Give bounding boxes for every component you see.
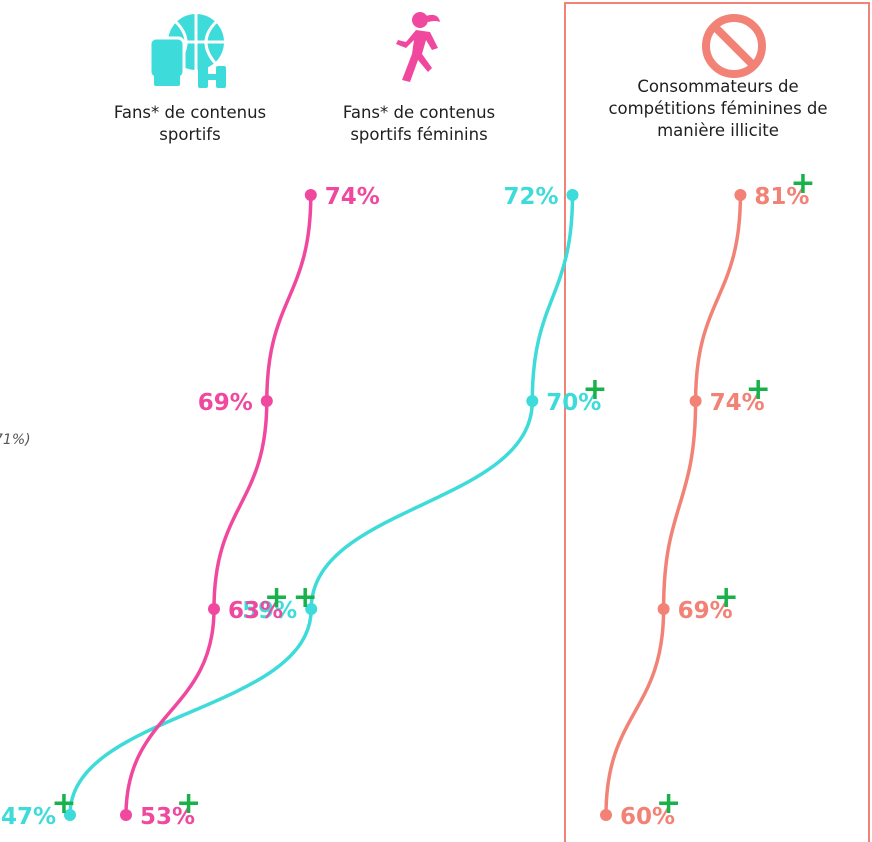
data-point (305, 603, 318, 615)
significance-plus-icon: + (714, 580, 739, 615)
data-point (304, 189, 317, 201)
data-point (64, 809, 76, 821)
data-point (734, 189, 747, 201)
significance-plus-icon: + (293, 580, 318, 615)
data-label: 53% (140, 804, 195, 830)
series-line-3 (604, 193, 743, 817)
series-line-2 (124, 193, 313, 817)
significance-plus-icon: + (656, 786, 681, 821)
running-woman-icon (396, 12, 440, 82)
significance-plus-icon: + (264, 580, 289, 615)
data-label: 60% (620, 804, 675, 830)
data-label: 69% (198, 390, 253, 416)
data-point (657, 603, 670, 615)
data-point (208, 603, 220, 615)
data-label: 70% (546, 390, 601, 416)
significance-plus-icon: + (582, 372, 607, 407)
data-label: 74% (325, 184, 380, 210)
side-note: 71%) (0, 432, 31, 448)
sports-fans-label: Fans* de contenus sportifs (113, 103, 267, 144)
data-point (120, 809, 132, 821)
series-line-1 (68, 193, 575, 817)
womens-sports-fans-label: Fans* de contenus sportifs féminins (342, 103, 496, 144)
data-point (526, 395, 539, 407)
significance-plus-icon: + (790, 166, 815, 201)
data-label: 63% (228, 598, 283, 624)
illicit-consumers-label: Consommateurs de compétitions féminines … (608, 77, 828, 140)
significance-plus-icon: + (746, 372, 771, 407)
data-label: 74% (710, 390, 765, 416)
data-point (260, 395, 273, 407)
data-point (566, 189, 579, 201)
data-label: 47% (1, 804, 56, 830)
data-point (689, 395, 702, 407)
prohibited-icon (702, 14, 766, 78)
significance-plus-icon: + (51, 786, 76, 821)
data-point (600, 809, 612, 821)
data-label: 59% (242, 598, 297, 624)
data-label: 69% (678, 598, 733, 624)
data-label: 72% (503, 184, 558, 210)
sports-equipment-icon (148, 14, 226, 88)
data-label: 81% (754, 184, 809, 210)
illicit-consumers-highlight-box (564, 2, 870, 842)
significance-plus-icon: + (176, 786, 201, 821)
